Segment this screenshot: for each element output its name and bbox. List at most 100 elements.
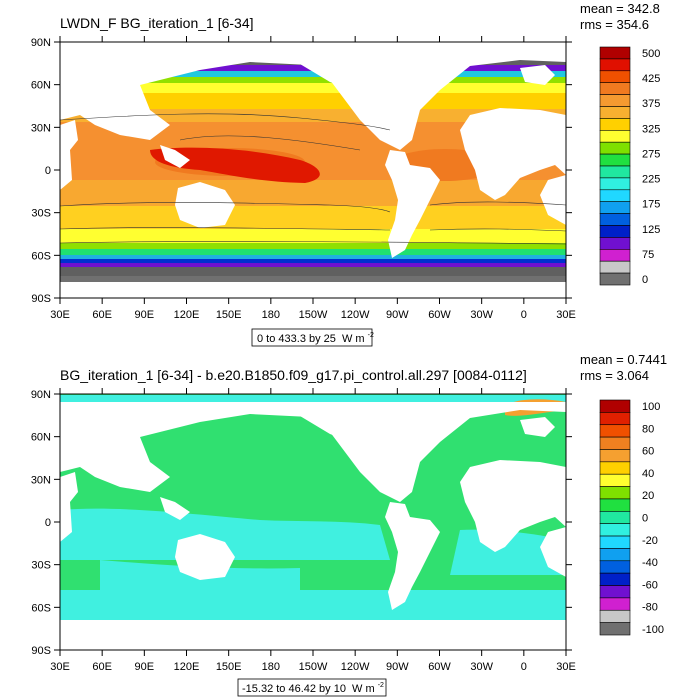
colorbar-swatch <box>599 70 631 84</box>
colorbar-swatch <box>599 473 631 487</box>
colorbar-swatch <box>599 260 631 274</box>
lat-label: 90S <box>31 645 51 657</box>
lat-label: 90N <box>31 389 51 401</box>
colorbar-swatch <box>599 412 631 426</box>
colorbar-label: 75 <box>642 249 654 261</box>
panel-1-rms: rms = 354.6 <box>580 17 649 32</box>
lon-label: 30E <box>556 309 576 321</box>
lon-label: 60W <box>428 309 451 321</box>
panel-2-map <box>60 394 566 650</box>
lon-label: 120E <box>174 309 200 321</box>
colorbar-swatch <box>599 560 631 574</box>
panel-2-mean: mean = 0.7441 <box>580 352 667 367</box>
lon-label: 180 <box>262 661 280 673</box>
panel-2-range-label: -15.32 to 46.42 by 10 <box>242 683 346 695</box>
lat-label: 30N <box>31 474 51 486</box>
lon-label: 60E <box>92 309 112 321</box>
colorbar-label: 425 <box>642 73 660 85</box>
colorbar-swatch <box>599 130 631 143</box>
panel-2-units: W m <box>352 683 375 695</box>
colorbar-swatch <box>599 118 631 131</box>
lat-label: 60N <box>31 80 51 92</box>
svg-text:0 to 433.3 by 25 W m: 0 to 433.3 by 25 W m -2 <box>257 332 374 345</box>
panel-2-range-box: -15.32 to 46.42 by 10 W m -2 <box>237 678 387 697</box>
svg-text:-15.32 to 46.42 by 10: -15.32 to 46.42 by 10 W m -2 <box>242 682 384 695</box>
lat-label: 30N <box>31 122 51 134</box>
colorbar-label: 40 <box>642 468 654 480</box>
panel-1-title: LWDN_F BG_iteration_1 [6-34] <box>60 15 254 31</box>
panel-2-land <box>60 402 566 610</box>
colorbar-swatch <box>599 58 631 72</box>
colorbar-label: 325 <box>642 123 660 135</box>
lat-label: 60N <box>31 432 51 444</box>
colorbar-label: 175 <box>642 199 660 211</box>
panel-2-units-exponent: -2 <box>378 682 384 689</box>
colorbar-label: 500 <box>642 48 660 60</box>
colorbar-swatch <box>599 177 631 191</box>
colorbar-label: 20 <box>642 490 654 502</box>
colorbar-label: -100 <box>642 624 664 636</box>
panel-1-contours <box>60 113 566 245</box>
colorbar-label: -60 <box>642 579 658 591</box>
colorbar-swatch <box>599 46 631 60</box>
lat-label: 60S <box>31 250 51 262</box>
colorbar-swatch <box>599 498 631 512</box>
lon-label: 150E <box>216 661 242 673</box>
lat-label: 0 <box>45 165 51 177</box>
colorbar-swatch <box>599 449 631 463</box>
panel-1-range-label: 0 to 433.3 by 25 <box>257 333 336 345</box>
colorbar-swatch <box>599 165 631 179</box>
lat-label: 90N <box>31 37 51 49</box>
colorbar-swatch <box>599 153 631 167</box>
colorbar-swatch <box>599 189 631 203</box>
panel-1-range-box: 0 to 433.3 by 25 W m -2 <box>251 328 374 347</box>
colorbar-swatch <box>599 94 631 107</box>
panel-2-axes: 90N 60N 30N 0 30S 60S 90S 30E 60E 90E 120E 150E 180 1… <box>31 388 576 673</box>
colorbar-swatch <box>599 535 631 549</box>
colorbar-swatch <box>599 201 631 214</box>
colorbar-swatch <box>599 585 631 599</box>
lon-label: 90E <box>135 661 155 673</box>
colorbar-swatch <box>599 249 631 262</box>
lon-label: 90E <box>135 309 155 321</box>
colorbar-label: 0 <box>642 513 648 525</box>
lon-label: 60E <box>92 661 112 673</box>
panel-1-mean: mean = 342.8 <box>580 1 660 16</box>
colorbar-swatch <box>599 141 631 155</box>
lon-label: 60W <box>428 661 451 673</box>
colorbar-label: 0 <box>642 274 648 286</box>
lon-label: 30E <box>50 661 70 673</box>
lon-label: 120W <box>341 661 370 673</box>
colorbar-swatch <box>599 424 631 438</box>
lon-label: 30E <box>50 309 70 321</box>
colorbar-swatch <box>599 82 631 95</box>
colorbar-swatch <box>599 213 631 226</box>
colorbar-swatch <box>599 622 631 636</box>
colorbar-swatch <box>599 237 631 250</box>
panel-1-land <box>60 42 566 258</box>
lon-label: 180 <box>262 309 280 321</box>
colorbar-label: 275 <box>642 148 660 160</box>
colorbar-swatch <box>599 272 631 286</box>
colorbar-swatch <box>599 399 631 413</box>
lon-label: 30W <box>470 661 493 673</box>
colorbar-label: -20 <box>642 535 658 547</box>
colorbar-swatch <box>599 572 631 586</box>
lon-label: 150W <box>299 309 328 321</box>
panel-1-units: W m <box>342 333 365 345</box>
panel-2-rms: rms = 3.064 <box>580 368 649 383</box>
colorbar-swatch <box>599 609 631 623</box>
colorbar-swatch <box>599 597 631 611</box>
panel-1: LWDN_F BG_iteration_1 [6-34] mean = 342.… <box>31 1 660 347</box>
panel-2-title: BG_iteration_1 [6-34] - b.e20.B1850.f09_… <box>60 367 527 383</box>
colorbar-label: 125 <box>642 224 660 236</box>
lat-label: 90S <box>31 293 51 305</box>
lon-label: 30E <box>556 661 576 673</box>
colorbar-label: 60 <box>642 446 654 458</box>
lon-label: 120E <box>174 661 200 673</box>
colorbar-swatch <box>599 486 631 500</box>
lat-label: 0 <box>45 517 51 529</box>
colorbar-swatch <box>599 461 631 475</box>
colorbar-label: -40 <box>642 557 658 569</box>
